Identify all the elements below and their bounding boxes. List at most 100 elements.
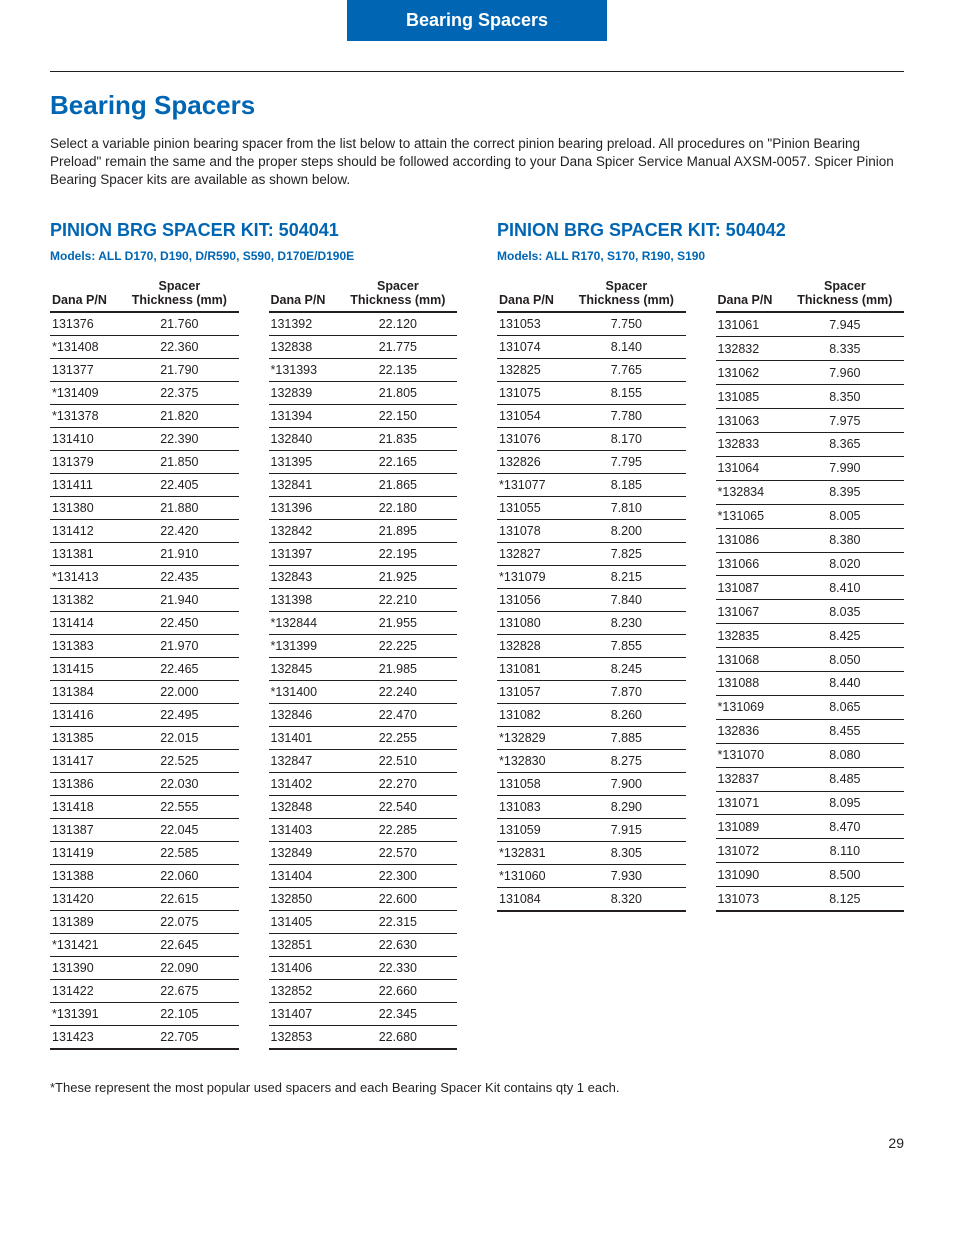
cell-thickness: 8.500 <box>786 863 904 887</box>
table-row: 13284922.570 <box>269 842 458 865</box>
cell-thickness: 22.225 <box>339 635 457 658</box>
cell-thickness: 22.165 <box>339 451 457 474</box>
cell-pn: *131400 <box>269 681 339 704</box>
table-row: 13141422.450 <box>50 612 239 635</box>
cell-thickness: 22.540 <box>339 796 457 819</box>
cell-pn: 132828 <box>497 635 567 658</box>
table-row: *1310607.930 <box>497 865 686 888</box>
col-header-pn: Dana P/N <box>269 277 339 313</box>
cell-thickness: 7.870 <box>567 681 685 704</box>
cell-pn: 131390 <box>50 957 120 980</box>
cell-thickness: 21.850 <box>120 451 238 474</box>
cell-pn: 131054 <box>497 405 567 428</box>
cell-thickness: 21.820 <box>120 405 238 428</box>
cell-pn: 132845 <box>269 658 339 681</box>
table-row: 13140422.300 <box>269 865 458 888</box>
cell-pn: 132826 <box>497 451 567 474</box>
table-row: 1328287.855 <box>497 635 686 658</box>
cell-pn: *131070 <box>716 743 786 767</box>
table-row: 13284121.865 <box>269 474 458 497</box>
table-row: 13284622.470 <box>269 704 458 727</box>
table-row: 13285022.600 <box>269 888 458 911</box>
table-row: 1310718.095 <box>716 791 905 815</box>
cell-thickness: 8.395 <box>786 480 904 504</box>
cell-pn: *131409 <box>50 382 120 405</box>
table-row: 1310647.990 <box>716 456 905 480</box>
table-row: 13138922.075 <box>50 911 239 934</box>
table-row: 13138422.000 <box>50 681 239 704</box>
table-row: 1310768.170 <box>497 428 686 451</box>
cell-pn: *132844 <box>269 612 339 635</box>
cell-pn: 131058 <box>497 773 567 796</box>
cell-thickness: 22.615 <box>120 888 238 911</box>
cell-thickness: 21.880 <box>120 497 238 520</box>
cell-pn: 131397 <box>269 543 339 566</box>
cell-pn: 132849 <box>269 842 339 865</box>
cell-pn: 131415 <box>50 658 120 681</box>
table-row: 13284722.510 <box>269 750 458 773</box>
cell-thickness: 8.185 <box>567 474 685 497</box>
col-header-pn: Dana P/N <box>716 277 786 313</box>
table-row: 1328378.485 <box>716 767 905 791</box>
table-row: 13139022.090 <box>50 957 239 980</box>
table-row: 1328368.455 <box>716 719 905 743</box>
cell-thickness: 21.865 <box>339 474 457 497</box>
cell-pn: 132846 <box>269 704 339 727</box>
table-row: 13139822.210 <box>269 589 458 612</box>
cell-pn: 131405 <box>269 911 339 934</box>
cell-pn: 131067 <box>716 600 786 624</box>
cell-thickness: 22.360 <box>120 336 238 359</box>
cell-pn: 131411 <box>50 474 120 497</box>
cell-pn: 131420 <box>50 888 120 911</box>
cell-pn: 131394 <box>269 405 339 428</box>
cell-pn: 131059 <box>497 819 567 842</box>
cell-pn: 131074 <box>497 336 567 359</box>
cell-pn: 131379 <box>50 451 120 474</box>
table-row: *1310658.005 <box>716 504 905 528</box>
cell-pn: 131089 <box>716 815 786 839</box>
table-row: 13137621.760 <box>50 312 239 336</box>
cell-thickness: 7.945 <box>786 312 904 336</box>
cell-thickness: 8.110 <box>786 839 904 863</box>
cell-pn: 132837 <box>716 767 786 791</box>
cell-pn: 131075 <box>497 382 567 405</box>
cell-thickness: 7.855 <box>567 635 685 658</box>
cell-pn: 132848 <box>269 796 339 819</box>
table-row: *1328348.395 <box>716 480 905 504</box>
cell-pn: 131088 <box>716 672 786 696</box>
table-row: 13141622.495 <box>50 704 239 727</box>
kit-models: Models: ALL D170, D190, D/R590, S590, D1… <box>50 249 457 263</box>
cell-thickness: 8.215 <box>567 566 685 589</box>
table-row: 13283821.775 <box>269 336 458 359</box>
cell-pn: 131071 <box>716 791 786 815</box>
cell-thickness: 22.120 <box>339 312 457 336</box>
cell-thickness: 7.780 <box>567 405 685 428</box>
table-row: 1328328.335 <box>716 337 905 361</box>
cell-thickness: 8.065 <box>786 695 904 719</box>
table-row: 13139622.180 <box>269 497 458 520</box>
cell-thickness: 22.660 <box>339 980 457 1003</box>
table-row: 13139722.195 <box>269 543 458 566</box>
cell-pn: 131395 <box>269 451 339 474</box>
table-row: 13138722.045 <box>50 819 239 842</box>
cell-thickness: 8.455 <box>786 719 904 743</box>
cell-pn: *131391 <box>50 1003 120 1026</box>
cell-pn: 131381 <box>50 543 120 566</box>
cell-pn: 131076 <box>497 428 567 451</box>
cell-pn: 131406 <box>269 957 339 980</box>
cell-pn: *131413 <box>50 566 120 589</box>
spacer-table: Dana P/NSpacerThickness (mm)13139222.120… <box>269 277 458 1051</box>
cell-pn: 131386 <box>50 773 120 796</box>
table-row: 1310547.780 <box>497 405 686 428</box>
cell-thickness: 22.345 <box>339 1003 457 1026</box>
table-row: 1310738.125 <box>716 887 905 912</box>
cell-thickness: 21.910 <box>120 543 238 566</box>
table-row: *13140922.375 <box>50 382 239 405</box>
cell-pn: 131401 <box>269 727 339 750</box>
spacer-table: Dana P/NSpacerThickness (mm)1310617.9451… <box>716 277 905 913</box>
cell-thickness: 21.970 <box>120 635 238 658</box>
table-row: 13139422.150 <box>269 405 458 428</box>
cell-thickness: 7.750 <box>567 312 685 336</box>
cell-thickness: 21.760 <box>120 312 238 336</box>
cell-pn: 132833 <box>716 432 786 456</box>
